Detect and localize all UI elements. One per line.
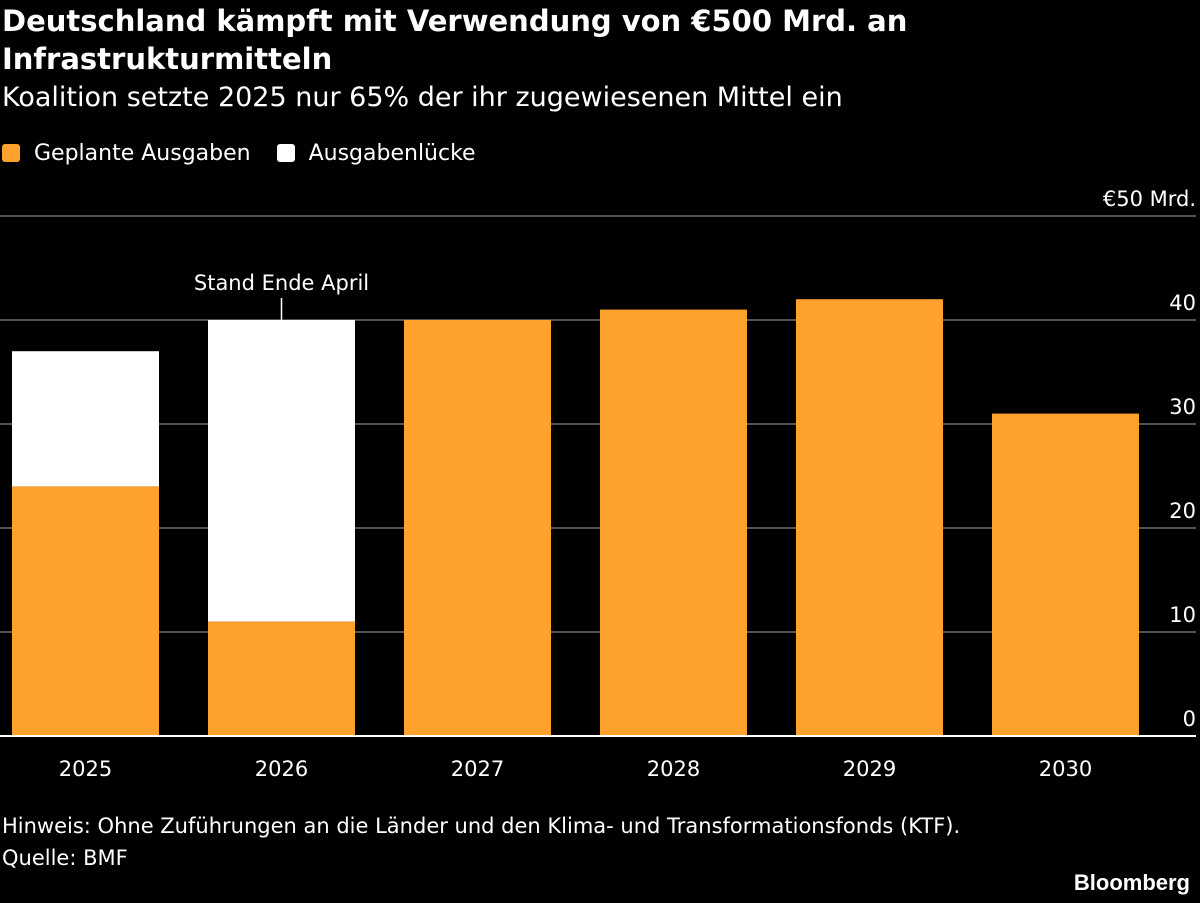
x-tick-label: 2029 xyxy=(843,757,896,781)
y-tick-label: 30 xyxy=(1169,395,1196,419)
y-tick-label: €50 Mrd. xyxy=(1103,187,1196,211)
legend-label-planned: Geplante Ausgaben xyxy=(34,140,251,166)
x-tick-label: 2028 xyxy=(647,757,700,781)
legend-item-gap: Ausgabenlücke xyxy=(276,140,476,166)
x-tick-label: 2027 xyxy=(451,757,504,781)
bloomberg-logo: Bloomberg xyxy=(1073,870,1190,895)
legend-swatch-gap xyxy=(276,144,295,162)
bar-gap xyxy=(12,351,159,487)
bar-planned xyxy=(208,621,355,736)
y-tick-label: 40 xyxy=(1169,291,1196,315)
annotation-text: Stand Ende April xyxy=(194,271,369,295)
footnote-note: Hinweis: Ohne Zuführungen an die Länder … xyxy=(2,814,961,838)
legend-swatch-planned xyxy=(2,144,20,162)
y-tick-label: 10 xyxy=(1169,603,1196,627)
bar-planned xyxy=(992,413,1139,736)
legend-item-planned: Geplante Ausgaben xyxy=(2,141,251,166)
x-tick-label: 2030 xyxy=(1039,757,1092,781)
bar-planned xyxy=(600,309,747,736)
bar-planned xyxy=(12,486,159,736)
chart-subtitle: Koalition setzte 2025 nur 65% der ihr zu… xyxy=(2,82,843,113)
legend-label-gap: Ausgabenlücke xyxy=(308,140,476,166)
y-tick-label: 0 xyxy=(1183,707,1196,731)
y-tick-label: 20 xyxy=(1169,499,1196,523)
x-tick-label: 2025 xyxy=(59,757,112,781)
footnote-source: Quelle: BMF xyxy=(2,846,128,870)
bar-gap xyxy=(208,320,355,622)
bar-chart: €50 Mrd. 40 30 20 10 0 2025 2026 2027 2028 2029 203… xyxy=(0,187,1196,781)
bar-planned xyxy=(796,299,943,736)
bar-planned xyxy=(404,320,551,736)
legend: Geplante Ausgaben Ausgabenlücke xyxy=(2,138,502,168)
footnote: Hinweis: Ohne Zuführungen an die Länder … xyxy=(2,810,960,874)
chart-title: Deutschland kämpft mit Verwendung von €5… xyxy=(2,4,908,76)
x-tick-label: 2026 xyxy=(255,757,308,781)
